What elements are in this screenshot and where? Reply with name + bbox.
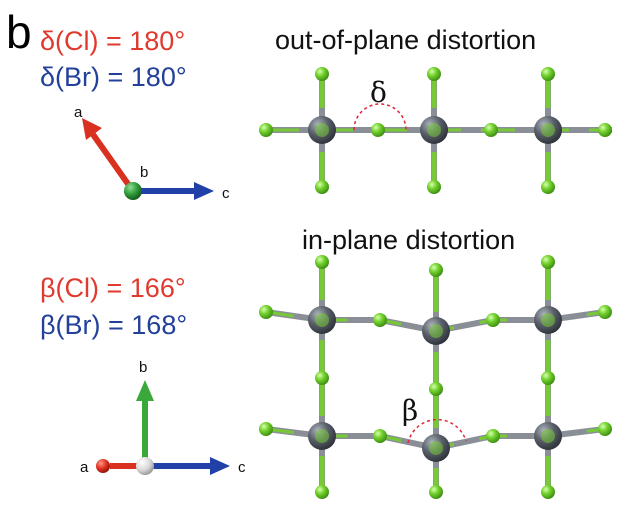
bottom-metal-atoms [308,306,562,462]
in-plane-title: in-plane distortion [302,225,515,255]
axis-c-arrowhead-bottom [210,457,230,475]
axis-b-ball [124,182,142,200]
out-of-plane-title: out-of-plane distortion [275,25,536,55]
axis-origin-ball [136,457,154,475]
bottom-halide-atoms [259,255,612,499]
axis-a-arrowhead [82,118,102,140]
delta-cl-angle: δ(Cl) = 180° [40,26,185,56]
top-halide-atoms [259,67,612,194]
top-chain-structure: δ [259,67,612,194]
axis-c-label: c [222,185,230,202]
delta-br-angle: δ(Br) = 180° [40,62,187,92]
top-axis-triad: a b c [74,104,230,202]
top-metal-atoms [308,116,562,144]
axis-b-label-bottom: b [139,359,147,376]
axis-b-label: b [140,164,148,181]
bottom-axis-triad: b a c [80,359,246,476]
axis-a-ball [96,459,110,473]
axis-a-arrow [89,130,136,194]
axis-c-label-bottom: c [238,459,246,476]
bottom-layer-structure: β [259,255,612,499]
axis-b-arrowhead [136,380,154,401]
beta-angle-arc [407,418,467,444]
axis-a-label: a [74,104,83,121]
panel-label: b [6,6,32,58]
beta-cl-angle: β(Cl) = 166° [40,273,186,303]
beta-symbol: β [402,394,418,427]
axis-c-arrowhead [194,182,214,200]
delta-symbol: δ [370,76,387,109]
axis-a-label-bottom: a [80,459,89,476]
beta-br-angle: β(Br) = 168° [40,310,187,340]
